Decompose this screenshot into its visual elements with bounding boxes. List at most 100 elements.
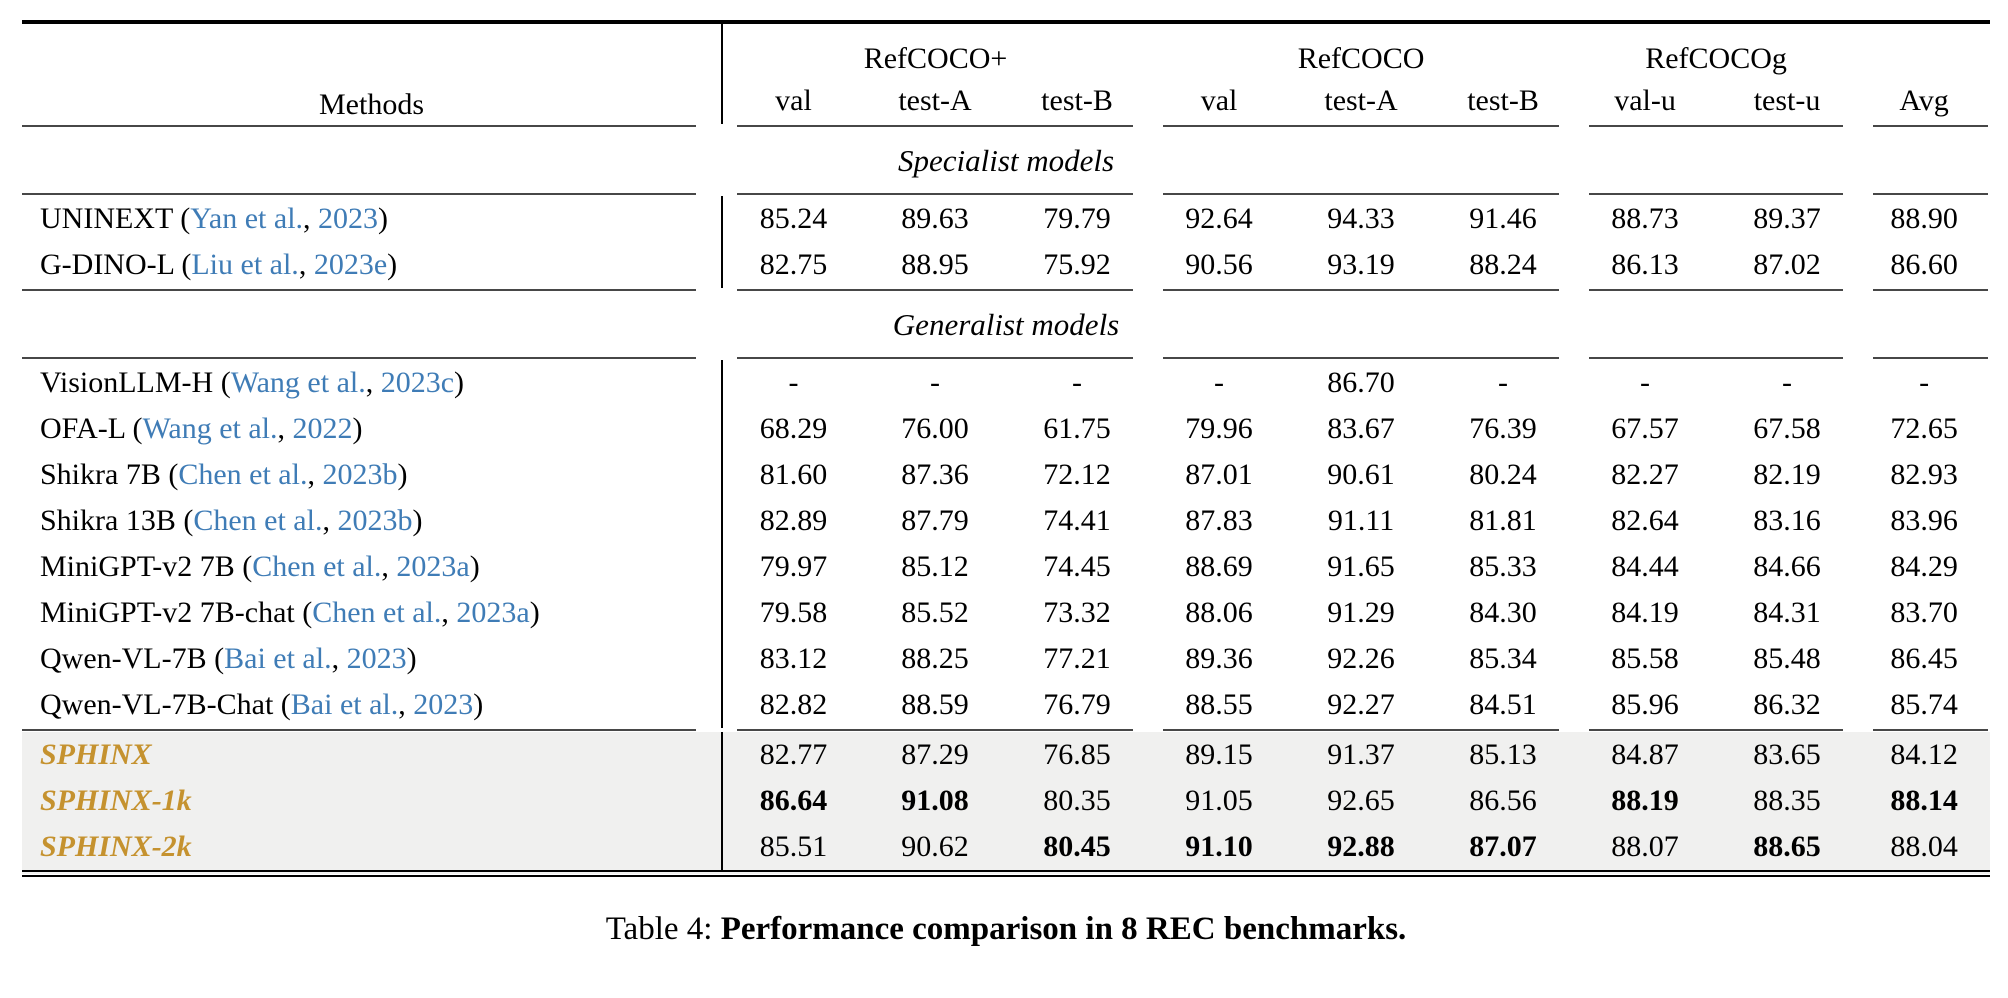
caption-prefix: Table 4: — [605, 911, 721, 947]
value-cell: 82.27 — [1611, 458, 1679, 491]
col-header-val-u: val-u — [1614, 84, 1676, 117]
value-cell: 80.24 — [1469, 458, 1537, 491]
table-row: MiniGPT-v2 7B-chat (Chen et al., 2023a) 7… — [22, 590, 1990, 636]
citation-year-link[interactable]: 2023 — [413, 688, 474, 721]
value-cell: - — [1782, 366, 1793, 399]
value-cell: 82.77 — [722, 732, 864, 778]
citation-year-link[interactable]: 2023b — [337, 504, 413, 537]
value-cell: 84.66 — [1753, 550, 1821, 583]
citation-link[interactable]: Chen et al. — [193, 504, 323, 537]
rule-line — [1873, 357, 1989, 359]
value-cell: 85.34 — [1469, 642, 1537, 675]
value-cell: 91.37 — [1290, 732, 1433, 778]
value-cell: 74.41 — [1043, 504, 1111, 537]
rule-segment — [1858, 728, 1990, 732]
col-header-test-a: test-A — [1324, 84, 1398, 117]
value-cell: 76.79 — [1043, 688, 1111, 721]
citation-comma: , — [365, 366, 381, 399]
methods-header: Methods — [22, 22, 723, 124]
rule-line — [1163, 193, 1560, 195]
citation-comma: , — [277, 412, 293, 445]
value-cell: 86.13 — [1611, 248, 1679, 281]
citation-year-link[interactable]: 2022 — [292, 412, 353, 445]
method-cell: UNINEXT (Yan et al., 2023) — [22, 196, 723, 242]
value-cell: 92.26 — [1327, 642, 1395, 675]
value-cell: 91.05 — [1148, 778, 1291, 824]
method-name: VisionLLM-H ( — [40, 366, 231, 399]
citation-link[interactable]: Bai et al. — [224, 642, 332, 675]
rule-line — [22, 357, 696, 359]
value-cell: - — [930, 366, 940, 399]
citation-year-link[interactable]: 2023 — [318, 202, 379, 235]
citation-year-link[interactable]: 2023b — [322, 458, 398, 491]
citation-year-link[interactable]: 2023 — [346, 642, 407, 675]
rule-line — [1589, 729, 1844, 731]
citation-link[interactable]: Liu et al. — [191, 248, 299, 281]
value-cell: 79.96 — [1185, 412, 1253, 445]
value-cell: 89.36 — [1185, 642, 1253, 675]
value-cell: 87.79 — [901, 504, 969, 537]
value-cell: 91.08 — [864, 778, 1006, 824]
value-cell: 94.33 — [1327, 202, 1395, 235]
value-cell: 92.64 — [1185, 202, 1253, 235]
rule-segment — [22, 288, 722, 292]
value-cell: 92.27 — [1327, 688, 1395, 721]
value-cell: 88.04 — [1858, 824, 1991, 874]
citation-link[interactable]: Chen et al. — [178, 458, 308, 491]
method-name: UNINEXT ( — [40, 202, 191, 235]
table-row: Qwen-VL-7B-Chat (Bai et al., 2023) 82.82 8… — [22, 682, 1990, 728]
group-header-refcoco+: RefCOCO+ — [863, 42, 1008, 75]
value-cell: 85.13 — [1432, 732, 1575, 778]
value-cell: - — [1640, 366, 1651, 399]
method-cell: Qwen-VL-7B (Bai et al., 2023) — [22, 636, 723, 682]
value-cell: 86.70 — [1327, 366, 1395, 399]
value-cell: 89.63 — [901, 202, 969, 235]
citation-link[interactable]: Wang et al. — [230, 366, 366, 399]
rule-row — [22, 124, 1990, 128]
citation-link[interactable]: Bai et al. — [290, 688, 399, 721]
citation-year-link[interactable]: 2023a — [456, 596, 530, 629]
value-cell: 74.45 — [1043, 550, 1111, 583]
value-cell: 83.96 — [1890, 504, 1958, 537]
table-row: UNINEXT (Yan et al., 2023) 85.24 89.63 79.7… — [22, 196, 1990, 242]
method-name: OFA-L ( — [40, 412, 143, 445]
citation-link[interactable]: Yan et al. — [190, 202, 304, 235]
rule-line — [737, 357, 1134, 359]
citation-comma: , — [331, 642, 347, 675]
citation-comma: , — [298, 248, 314, 281]
rule-segment — [1574, 728, 1858, 732]
value-cell: 87.02 — [1753, 248, 1821, 281]
citation-year-link[interactable]: 2023a — [396, 550, 470, 583]
value-cell: 88.65 — [1716, 824, 1859, 874]
value-cell: 88.55 — [1185, 688, 1253, 721]
citation-close-paren: ) — [397, 458, 408, 491]
citation-close-paren: ) — [473, 688, 484, 721]
table-row: Shikra 13B (Chen et al., 2023b) 82.89 87.7… — [22, 498, 1990, 544]
value-cell: 88.25 — [901, 642, 969, 675]
value-cell: 81.60 — [759, 458, 828, 491]
value-cell: 82.89 — [759, 504, 828, 537]
method-name: Qwen-VL-7B ( — [40, 642, 225, 675]
citation-year-link[interactable]: 2023e — [313, 248, 388, 281]
value-cell: 85.58 — [1611, 642, 1679, 675]
rule-line — [737, 125, 1134, 127]
value-cell: 86.56 — [1432, 778, 1575, 824]
citation-link[interactable]: Chen et al. — [312, 596, 442, 629]
value-cell: 84.30 — [1469, 596, 1537, 629]
citation-link[interactable]: Chen et al. — [252, 550, 382, 583]
group-header-refcoco: RefCOCO — [1297, 42, 1425, 75]
method-cell: SPHINX-1k — [22, 778, 723, 824]
citation-link[interactable]: Wang et al. — [142, 412, 278, 445]
value-cell: 85.51 — [722, 824, 864, 874]
citation-year-link[interactable]: 2023c — [380, 366, 455, 399]
value-cell: 83.67 — [1327, 412, 1395, 445]
value-cell: 92.65 — [1290, 778, 1433, 824]
section-title: Generalist models — [892, 306, 1120, 342]
rule-segment — [22, 192, 722, 196]
paper-table-figure: Methods RefCOCO+ RefCOCO RefCOCOg val test-A t… — [22, 20, 1991, 947]
rule-line — [22, 125, 696, 127]
value-cell: 88.73 — [1611, 202, 1679, 235]
header-cols-row: val test-A test-B val test-A test-B val-u test-… — [22, 78, 1990, 124]
method-cell: OFA-L (Wang et al., 2022) — [22, 406, 723, 452]
value-cell: 73.32 — [1043, 596, 1111, 629]
